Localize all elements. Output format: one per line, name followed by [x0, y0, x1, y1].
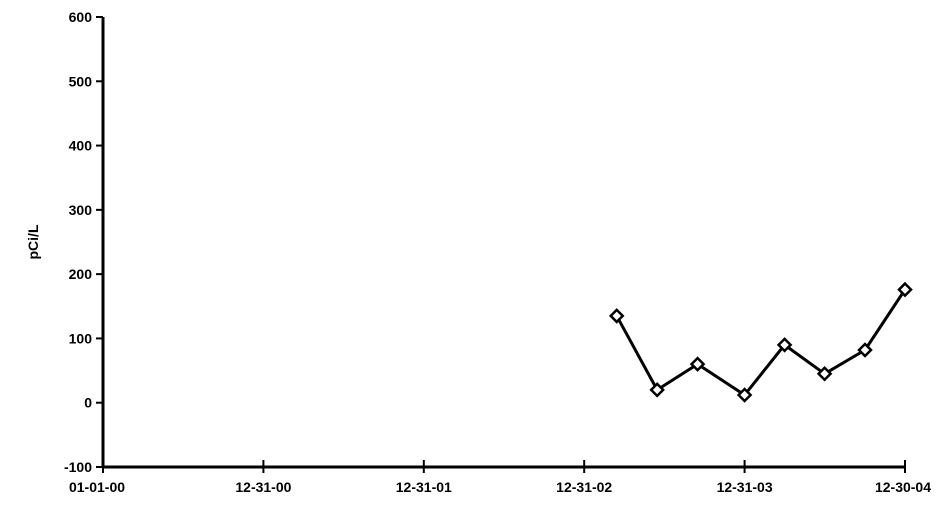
x-tick-label: 12-31-03	[717, 479, 773, 495]
data-point-marker	[649, 382, 665, 398]
y-tick-label: 600	[69, 9, 93, 25]
x-tick-label: 12-31-02	[556, 479, 612, 495]
y-tick-label: 200	[69, 266, 93, 282]
y-tick-label: 500	[69, 73, 93, 89]
x-tick-label: 12-30-04	[875, 479, 931, 495]
series	[608, 281, 913, 403]
x-tick-label: 12-31-01	[396, 479, 452, 495]
y-axis-title: pCi/L	[25, 224, 41, 259]
y-tick-label: 100	[69, 330, 93, 346]
x-axis-ticks: 01-01-00 12-31-00 12-31-01 12-31-02 12-31-03…	[69, 460, 931, 495]
data-point-marker	[857, 342, 873, 358]
series-line	[615, 288, 907, 397]
data-point-marker	[689, 356, 706, 372]
data-point-marker	[897, 281, 913, 298]
y-axis-ticks: -100 0 100 200 300 400 500 600	[64, 9, 103, 475]
data-point-marker	[608, 308, 625, 324]
x-tick-label: 12-31-00	[235, 479, 291, 495]
y-tick-label: 0	[84, 395, 92, 411]
y-tick-label: 300	[69, 202, 93, 218]
x-tick-label: 01-01-00	[69, 479, 125, 495]
y-tick-label: -100	[64, 459, 92, 475]
axes	[101, 17, 905, 469]
data-point-marker	[776, 337, 793, 353]
y-tick-label: 400	[69, 138, 93, 154]
data-point-marker	[816, 366, 833, 382]
data-point-marker	[736, 387, 753, 403]
